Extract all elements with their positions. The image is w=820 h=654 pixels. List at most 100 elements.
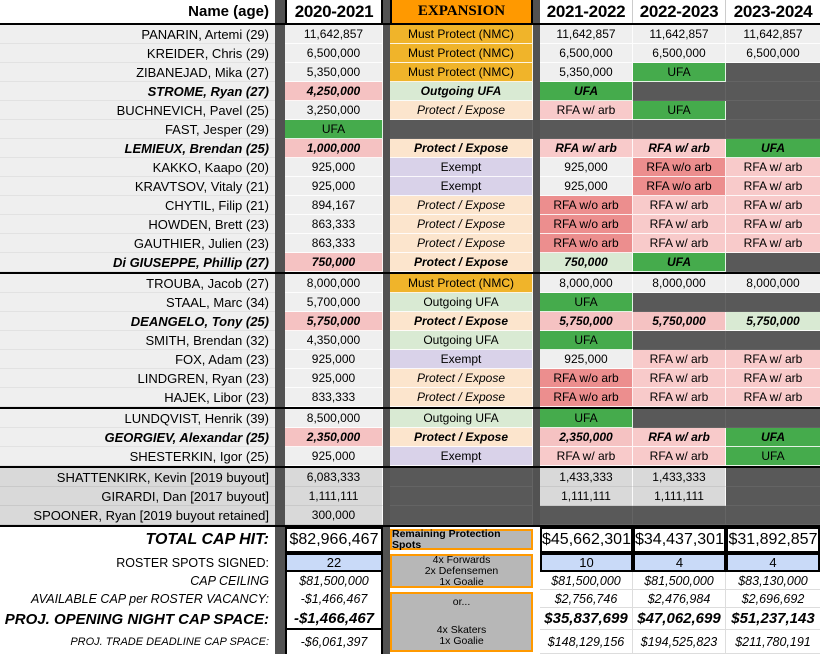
footer-row-label[interactable]: PROJ. TRADE DEADLINE CAP SPACE:	[0, 630, 275, 654]
expansion-status-cell[interactable]	[390, 487, 533, 506]
column-header-2020-2021[interactable]: 2020-2021	[285, 0, 383, 23]
player-name-cell[interactable]: SHESTERKIN, Igor (25)	[0, 447, 275, 466]
protection-option-b-box[interactable]: or... 4x Skaters 1x Goalie	[390, 592, 533, 652]
footer-value-cell[interactable]: -$6,061,397	[285, 630, 383, 654]
player-name-cell[interactable]: GIRARDI, Dan [2017 buyout]	[0, 487, 275, 506]
season-value-cell[interactable]	[726, 331, 820, 350]
expansion-status-cell[interactable]: Must Protect (NMC)	[390, 44, 533, 63]
season-value-cell[interactable]: RFA w/ arb	[633, 139, 726, 158]
season-value-cell[interactable]: 925,000	[540, 177, 633, 196]
footer-value-cell[interactable]: $34,437,301	[633, 527, 726, 553]
player-name-cell[interactable]: SMITH, Brendan (32)	[0, 331, 275, 350]
expansion-status-cell[interactable]: Exempt	[390, 177, 533, 196]
season-value-cell[interactable]: RFA w/o arb	[540, 234, 633, 253]
season-value-cell[interactable]: RFA w/ arb	[633, 215, 726, 234]
expansion-status-cell[interactable]: Protect / Expose	[390, 312, 533, 331]
column-header-expansion[interactable]: EXPANSION	[390, 0, 533, 23]
footer-value-cell[interactable]: $194,525,823	[633, 630, 726, 654]
season-value-cell[interactable]	[633, 293, 726, 312]
season-value-cell[interactable]	[726, 253, 820, 272]
season-value-cell[interactable]: 925,000	[285, 447, 383, 466]
season-value-cell[interactable]: 4,250,000	[285, 82, 383, 101]
season-value-cell[interactable]: 8,000,000	[540, 274, 633, 293]
footer-value-cell[interactable]: $51,237,143	[726, 608, 820, 630]
footer-value-cell[interactable]: $47,062,699	[633, 608, 726, 630]
expansion-status-cell[interactable]: Protect / Expose	[390, 196, 533, 215]
season-value-cell[interactable]: 750,000	[285, 253, 383, 272]
footer-row-label[interactable]: PROJ. OPENING NIGHT CAP SPACE:	[0, 608, 275, 630]
season-value-cell[interactable]: RFA w/o arb	[540, 369, 633, 388]
player-name-cell[interactable]: BUCHNEVICH, Pavel (25)	[0, 101, 275, 120]
season-value-cell[interactable]: RFA w/ arb	[726, 369, 820, 388]
season-value-cell[interactable]	[540, 506, 633, 525]
season-value-cell[interactable]: 5,750,000	[540, 312, 633, 331]
footer-value-cell[interactable]: $83,130,000	[726, 572, 820, 590]
season-value-cell[interactable]: 6,500,000	[285, 44, 383, 63]
footer-value-cell[interactable]: $45,662,301	[540, 527, 633, 553]
season-value-cell[interactable]: RFA w/ arb	[726, 388, 820, 407]
season-value-cell[interactable]: 1,111,111	[633, 487, 726, 506]
season-value-cell[interactable]: RFA w/ arb	[540, 447, 633, 466]
season-value-cell[interactable]: RFA w/ arb	[726, 234, 820, 253]
footer-value-cell[interactable]: $81,500,000	[633, 572, 726, 590]
expansion-status-cell[interactable]: Outgoing UFA	[390, 82, 533, 101]
footer-value-cell[interactable]: 4	[726, 553, 820, 572]
season-value-cell[interactable]: RFA w/ arb	[633, 350, 726, 369]
season-value-cell[interactable]: 894,167	[285, 196, 383, 215]
player-name-cell[interactable]: LINDGREN, Ryan (23)	[0, 369, 275, 388]
season-value-cell[interactable]: UFA	[285, 120, 383, 139]
player-name-cell[interactable]: SHATTENKIRK, Kevin [2019 buyout]	[0, 468, 275, 487]
season-value-cell[interactable]	[633, 120, 726, 139]
season-value-cell[interactable]: RFA w/o arb	[540, 196, 633, 215]
remaining-protection-spots-box[interactable]: Remaining Protection Spots	[390, 528, 533, 550]
season-value-cell[interactable]: 863,333	[285, 215, 383, 234]
player-name-cell[interactable]: FOX, Adam (23)	[0, 350, 275, 369]
footer-value-cell[interactable]: $81,500,000	[285, 572, 383, 590]
season-value-cell[interactable]: 2,350,000	[285, 428, 383, 447]
footer-value-cell[interactable]: -$1,466,467	[285, 590, 383, 608]
expansion-status-cell[interactable]: Protect / Expose	[390, 253, 533, 272]
expansion-status-cell[interactable]: Protect / Expose	[390, 369, 533, 388]
season-value-cell[interactable]: 1,111,111	[285, 487, 383, 506]
player-name-cell[interactable]: CHYTIL, Filip (21)	[0, 196, 275, 215]
season-value-cell[interactable]	[633, 506, 726, 525]
expansion-status-cell[interactable]: Exempt	[390, 447, 533, 466]
season-value-cell[interactable]	[726, 120, 820, 139]
season-value-cell[interactable]	[726, 409, 820, 428]
season-value-cell[interactable]: 833,333	[285, 388, 383, 407]
season-value-cell[interactable]	[726, 101, 820, 120]
expansion-status-cell[interactable]	[390, 120, 533, 139]
season-value-cell[interactable]: 5,350,000	[540, 63, 633, 82]
season-value-cell[interactable]: UFA	[633, 101, 726, 120]
season-value-cell[interactable]: RFA w/ arb	[633, 388, 726, 407]
season-value-cell[interactable]: 6,500,000	[633, 44, 726, 63]
footer-row-label[interactable]: ROSTER SPOTS SIGNED:	[0, 553, 275, 572]
season-value-cell[interactable]	[726, 468, 820, 487]
season-value-cell[interactable]: 1,000,000	[285, 139, 383, 158]
footer-value-cell[interactable]: $82,966,467	[285, 527, 383, 553]
footer-value-cell[interactable]: 22	[285, 553, 383, 572]
season-value-cell[interactable]: RFA w/ arb	[726, 196, 820, 215]
season-value-cell[interactable]: UFA	[726, 428, 820, 447]
footer-value-cell[interactable]: $2,476,984	[633, 590, 726, 608]
season-value-cell[interactable]: RFA w/o arb	[540, 388, 633, 407]
season-value-cell[interactable]	[633, 82, 726, 101]
expansion-status-cell[interactable]: Protect / Expose	[390, 388, 533, 407]
player-name-cell[interactable]: ZIBANEJAD, Mika (27)	[0, 63, 275, 82]
season-value-cell[interactable]	[726, 487, 820, 506]
expansion-status-cell[interactable]: Protect / Expose	[390, 428, 533, 447]
season-value-cell[interactable]: 5,750,000	[285, 312, 383, 331]
season-value-cell[interactable]: 11,642,857	[285, 25, 383, 44]
column-header-2023-2024[interactable]: 2023-2024	[726, 0, 820, 23]
footer-value-cell[interactable]: $2,756,746	[540, 590, 633, 608]
season-value-cell[interactable]: 750,000	[540, 253, 633, 272]
player-name-cell[interactable]: PANARIN, Artemi (29)	[0, 25, 275, 44]
expansion-status-cell[interactable]: Must Protect (NMC)	[390, 25, 533, 44]
player-name-cell[interactable]: DEANGELO, Tony (25)	[0, 312, 275, 331]
season-value-cell[interactable]	[726, 506, 820, 525]
player-name-cell[interactable]: KREIDER, Chris (29)	[0, 44, 275, 63]
season-value-cell[interactable]	[633, 331, 726, 350]
player-name-cell[interactable]: TROUBA, Jacob (27)	[0, 274, 275, 293]
season-value-cell[interactable]	[633, 409, 726, 428]
season-value-cell[interactable]: UFA	[633, 63, 726, 82]
